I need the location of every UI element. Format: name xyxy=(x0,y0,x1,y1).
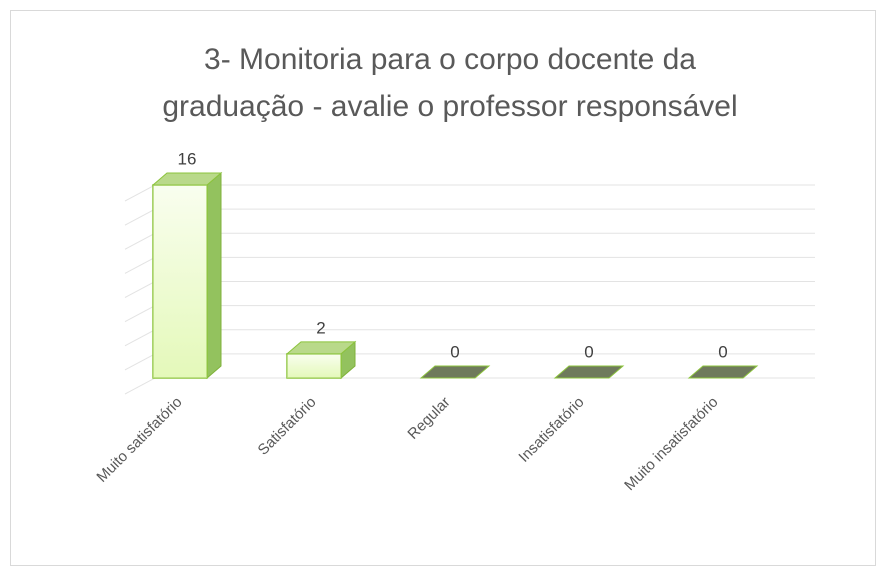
bar-top xyxy=(151,172,223,186)
data-label: 0 xyxy=(450,342,459,361)
bar-top xyxy=(419,365,491,379)
chart-title: 3- Monitoria para o corpo docente da xyxy=(204,43,696,76)
bar-top xyxy=(553,365,625,379)
data-label: 2 xyxy=(316,318,325,337)
data-label: 0 xyxy=(718,342,727,361)
bar-front-tint xyxy=(287,353,341,378)
bar-front-tint xyxy=(153,185,207,378)
data-label: 16 xyxy=(178,149,197,168)
chart-title: graduação - avalie o professor responsáv… xyxy=(162,90,737,123)
bar-side xyxy=(206,171,222,380)
data-label: 0 xyxy=(584,342,593,361)
bar-top xyxy=(285,341,357,355)
bar-top xyxy=(687,365,759,379)
